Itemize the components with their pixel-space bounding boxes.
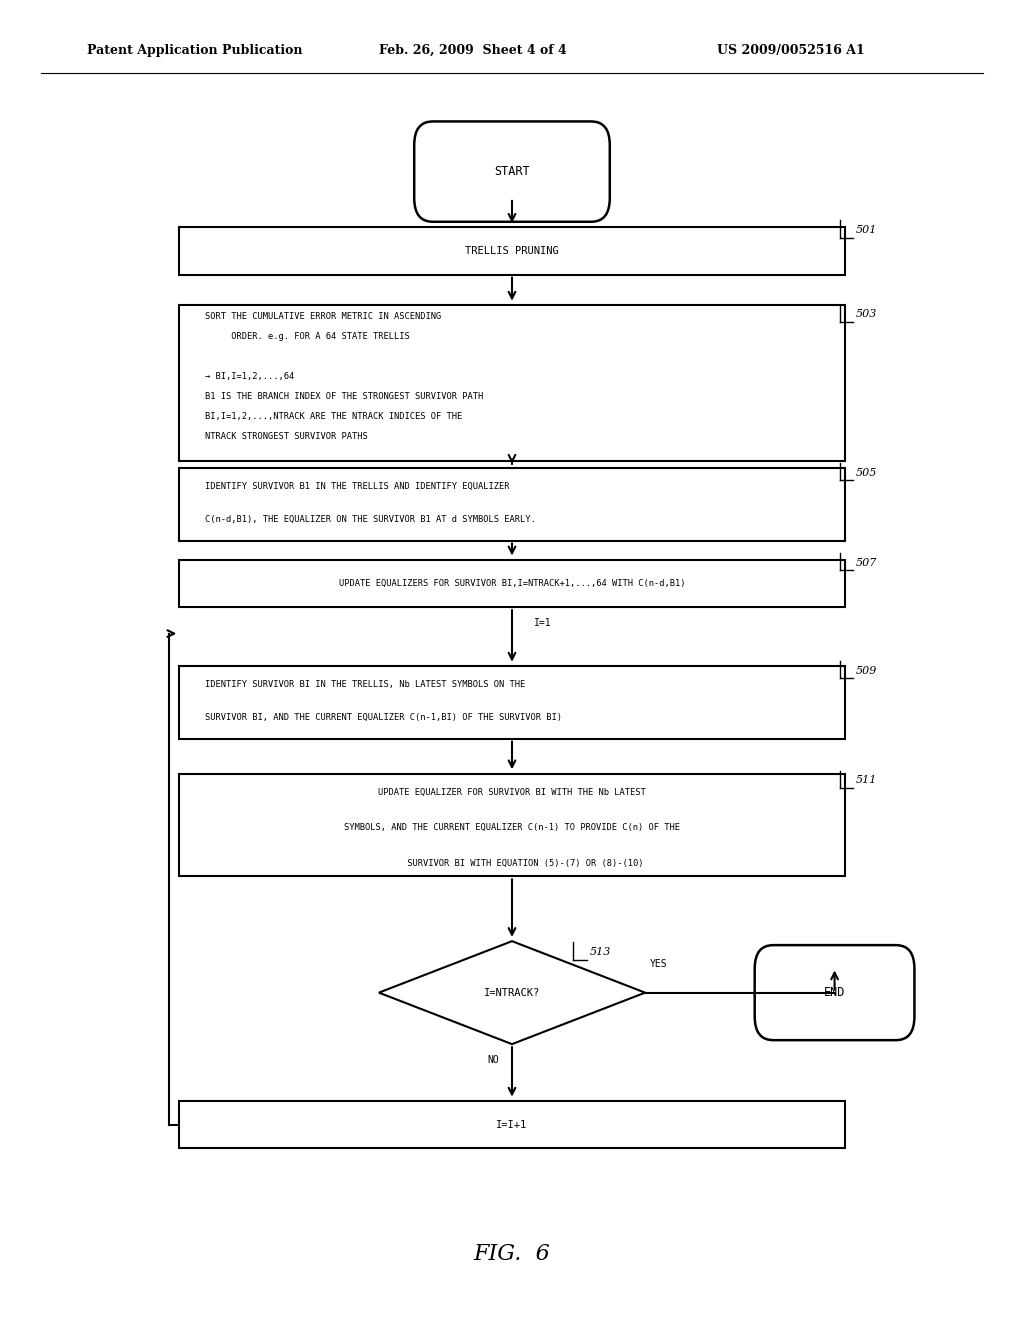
Polygon shape: [379, 941, 645, 1044]
Bar: [179, 560, 845, 607]
Text: NO: NO: [487, 1055, 500, 1065]
Text: SORT THE CUMULATIVE ERROR METRIC IN ASCENDING: SORT THE CUMULATIVE ERROR METRIC IN ASCE…: [205, 313, 441, 321]
Text: B1 IS THE BRANCH INDEX OF THE STRONGEST SURVIVOR PATH: B1 IS THE BRANCH INDEX OF THE STRONGEST …: [205, 392, 483, 401]
Text: 501: 501: [856, 224, 878, 235]
Text: Patent Application Publication: Patent Application Publication: [87, 44, 302, 57]
Bar: [179, 305, 845, 461]
FancyBboxPatch shape: [755, 945, 914, 1040]
Bar: [179, 227, 845, 275]
Text: ORDER. e.g. FOR A 64 STATE TRELLIS: ORDER. e.g. FOR A 64 STATE TRELLIS: [205, 333, 410, 342]
Text: BI,I=1,2,...,NTRACK ARE THE NTRACK INDICES OF THE: BI,I=1,2,...,NTRACK ARE THE NTRACK INDIC…: [205, 412, 462, 421]
Text: SYMBOLS, AND THE CURRENT EQUALIZER C(n-1) TO PROVIDE C(n) OF THE: SYMBOLS, AND THE CURRENT EQUALIZER C(n-1…: [344, 824, 680, 832]
Text: FIG.  6: FIG. 6: [474, 1243, 550, 1265]
Text: YES: YES: [650, 958, 668, 969]
Bar: [179, 1101, 845, 1148]
Text: START: START: [495, 165, 529, 178]
FancyBboxPatch shape: [414, 121, 609, 222]
Text: UPDATE EQUALIZERS FOR SURVIVOR BI,I=NTRACK+1,...,64 WITH C(n-d,B1): UPDATE EQUALIZERS FOR SURVIVOR BI,I=NTRA…: [339, 579, 685, 587]
Text: Feb. 26, 2009  Sheet 4 of 4: Feb. 26, 2009 Sheet 4 of 4: [379, 44, 566, 57]
Text: I=I+1: I=I+1: [497, 1119, 527, 1130]
Text: C(n-d,B1), THE EQUALIZER ON THE SURVIVOR B1 AT d SYMBOLS EARLY.: C(n-d,B1), THE EQUALIZER ON THE SURVIVOR…: [205, 515, 536, 524]
Text: SURVIVOR BI WITH EQUATION (5)-(7) OR (8)-(10): SURVIVOR BI WITH EQUATION (5)-(7) OR (8)…: [381, 859, 643, 867]
Text: 505: 505: [856, 467, 878, 478]
Text: TRELLIS PRUNING: TRELLIS PRUNING: [465, 246, 559, 256]
Text: END: END: [824, 986, 845, 999]
Text: IDENTIFY SURVIVOR BI IN THE TRELLIS, Nb LATEST SYMBOLS ON THE: IDENTIFY SURVIVOR BI IN THE TRELLIS, Nb …: [205, 680, 525, 689]
Text: I=NTRACK?: I=NTRACK?: [484, 987, 540, 998]
Text: IDENTIFY SURVIVOR B1 IN THE TRELLIS AND IDENTIFY EQUALIZER: IDENTIFY SURVIVOR B1 IN THE TRELLIS AND …: [205, 482, 509, 491]
Text: SURVIVOR BI, AND THE CURRENT EQUALIZER C(n-1,BI) OF THE SURVIVOR BI): SURVIVOR BI, AND THE CURRENT EQUALIZER C…: [205, 713, 562, 722]
Text: US 2009/0052516 A1: US 2009/0052516 A1: [717, 44, 864, 57]
Text: UPDATE EQUALIZER FOR SURVIVOR BI WITH THE Nb LATEST: UPDATE EQUALIZER FOR SURVIVOR BI WITH TH…: [378, 788, 646, 796]
Text: → BI,I=1,2,...,64: → BI,I=1,2,...,64: [205, 372, 294, 381]
Text: 509: 509: [856, 665, 878, 676]
Bar: [179, 467, 845, 541]
Bar: [179, 665, 845, 739]
Text: I=1: I=1: [534, 618, 552, 628]
Text: 507: 507: [856, 557, 878, 568]
Text: 511: 511: [856, 775, 878, 785]
Bar: [179, 774, 845, 876]
Text: 503: 503: [856, 309, 878, 319]
Text: 513: 513: [590, 946, 611, 957]
Text: NTRACK STRONGEST SURVIVOR PATHS: NTRACK STRONGEST SURVIVOR PATHS: [205, 432, 368, 441]
